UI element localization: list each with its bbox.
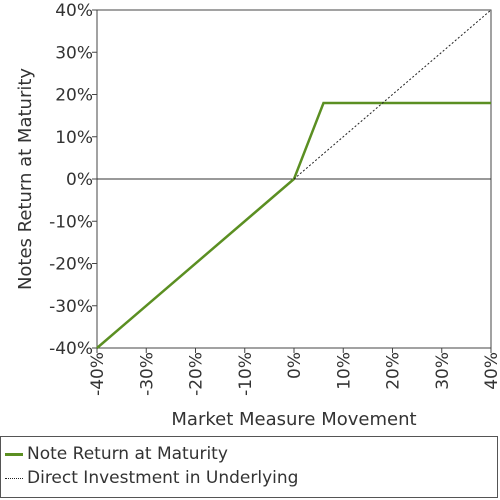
y-tick-label: 0% xyxy=(66,170,93,190)
y-tick-label: 40% xyxy=(55,1,93,21)
x-axis-title: Market Measure Movement xyxy=(171,409,416,430)
y-tick-label: 20% xyxy=(55,86,93,106)
plot-area: 40% 30% 20% 10% 0% -10% -20% -30% -40%-40% -30% -2… xyxy=(49,1,500,396)
x-tick-label: -20% xyxy=(187,352,207,396)
x-tick-label: 20% xyxy=(384,352,404,390)
x-tick-label: -40% xyxy=(88,352,108,396)
legend-swatch-direct-investment xyxy=(5,477,23,479)
x-tick-label: 0% xyxy=(285,352,305,379)
legend: Note Return at Maturity Direct Investmen… xyxy=(0,436,498,498)
y-tick-label: 10% xyxy=(55,128,93,148)
chart: 40% 30% 20% 10% 0% -10% -20% -30% -40%-40% -30% -2… xyxy=(15,1,500,430)
series-line-note-return xyxy=(96,101,491,349)
y-tick-label: -40% xyxy=(49,339,93,359)
series-line-direct-investment xyxy=(293,9,492,180)
x-tick-label: 10% xyxy=(334,352,354,390)
legend-label-direct-investment: Direct Investment in Underlying xyxy=(27,468,299,488)
y-tick-label: -10% xyxy=(49,212,93,232)
legend-item-direct-investment: Direct Investment in Underlying xyxy=(1,466,298,490)
y-tick-label: -20% xyxy=(49,255,93,275)
legend-swatch-note-return xyxy=(5,452,23,456)
x-tick-label: 30% xyxy=(433,352,453,390)
x-tick-label: -10% xyxy=(236,352,256,396)
legend-item-note-return: Note Return at Maturity xyxy=(1,442,228,466)
x-tick-label: -30% xyxy=(137,352,157,396)
x-tick-label: 40% xyxy=(482,352,500,390)
y-tick-label: 30% xyxy=(55,43,93,63)
legend-label-note-return: Note Return at Maturity xyxy=(27,444,228,464)
y-tick-label: -30% xyxy=(49,297,93,317)
y-axis-title: Notes Return at Maturity xyxy=(15,68,36,290)
